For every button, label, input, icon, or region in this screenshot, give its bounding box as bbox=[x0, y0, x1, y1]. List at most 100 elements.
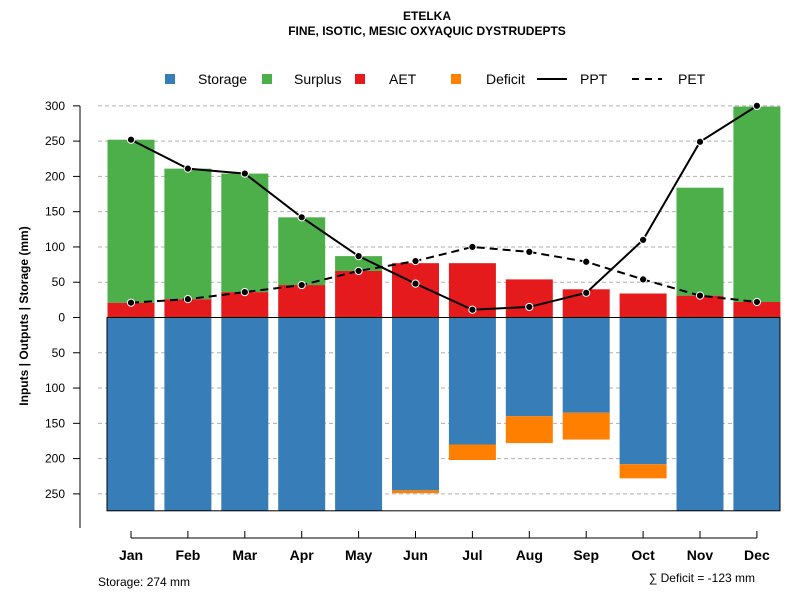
legend-label-pet: PET bbox=[678, 71, 706, 87]
ppt-point bbox=[752, 101, 762, 110]
pet-point bbox=[468, 242, 477, 252]
legend-label-storage: Storage bbox=[198, 71, 247, 87]
bar-storage bbox=[619, 317, 667, 465]
bar-storage bbox=[278, 317, 326, 511]
bar-surplus bbox=[676, 187, 724, 296]
bar-aet bbox=[505, 279, 553, 318]
x-tick-label-may: May bbox=[345, 547, 372, 563]
y-tick-label: 100 bbox=[45, 240, 65, 254]
pet-point bbox=[297, 280, 306, 290]
chart-title: ETELKA bbox=[403, 9, 451, 23]
ppt-point bbox=[695, 137, 705, 146]
bar-aet bbox=[619, 293, 667, 318]
bar-aet bbox=[335, 270, 383, 318]
y-tick-label: 50 bbox=[52, 275, 66, 289]
bar-deficit bbox=[619, 464, 667, 479]
pet-point bbox=[525, 247, 534, 256]
y-tick-label: 250 bbox=[45, 487, 65, 501]
bar-storage bbox=[505, 317, 553, 417]
y-tick-label: 150 bbox=[45, 205, 65, 219]
x-tick-label-jan: Jan bbox=[119, 547, 143, 563]
pet-point bbox=[354, 266, 363, 276]
legend-label-deficit: Deficit bbox=[486, 71, 525, 87]
bar-surplus bbox=[221, 173, 269, 293]
pet-point bbox=[752, 297, 762, 307]
pet-point bbox=[126, 298, 136, 307]
pet-line bbox=[130, 245, 758, 304]
axes: 0 50 100 150 200 250 300 50 100 150 200 250 Jan Feb Ma… bbox=[45, 99, 781, 563]
ppt-point bbox=[297, 213, 306, 222]
pet-point bbox=[695, 291, 705, 300]
lines bbox=[126, 101, 762, 314]
bar-storage bbox=[164, 317, 212, 511]
ppt-point bbox=[411, 279, 420, 288]
bar-storage bbox=[733, 317, 781, 511]
y-tick-label: 200 bbox=[45, 452, 65, 466]
bar-aet bbox=[221, 292, 269, 318]
y-tick-label: 300 bbox=[45, 99, 65, 113]
x-tick-label-sep: Sep bbox=[573, 547, 599, 563]
legend-label-surplus: Surplus bbox=[294, 71, 341, 87]
x-tick-label-jun: Jun bbox=[403, 547, 428, 563]
bar-storage bbox=[221, 317, 269, 511]
ppt-point bbox=[468, 305, 477, 314]
ppt-point bbox=[126, 135, 136, 144]
ppt-point bbox=[240, 169, 249, 178]
bar-aet bbox=[164, 299, 212, 318]
pet-point bbox=[183, 295, 192, 304]
bar-surplus bbox=[107, 139, 155, 303]
x-tick-label-aug: Aug bbox=[516, 547, 543, 563]
y-tick-label: 50 bbox=[52, 346, 66, 360]
ppt-point bbox=[525, 302, 534, 312]
ppt-point bbox=[639, 235, 648, 244]
footer-deficit: ∑ Deficit = -123 mm bbox=[649, 571, 755, 585]
bar-storage bbox=[676, 317, 724, 511]
x-tick-label-jul: Jul bbox=[462, 547, 482, 563]
chart-subtitle: FINE, ISOTIC, MESIC OXYAQUIC DYSTRUDEPTS bbox=[288, 24, 566, 38]
y-axis-label: Inputs | Outputs | Storage (mm) bbox=[17, 226, 31, 405]
bar-deficit bbox=[448, 444, 496, 461]
bar-surplus bbox=[733, 106, 781, 302]
pet-point bbox=[639, 275, 648, 284]
legend-swatch-storage bbox=[165, 74, 175, 84]
x-tick-label-feb: Feb bbox=[175, 547, 200, 563]
legend-swatch-deficit bbox=[451, 74, 461, 84]
x-tick-label-dec: Dec bbox=[744, 547, 770, 563]
bar-storage bbox=[392, 317, 439, 491]
y-tick-label: 0 bbox=[58, 311, 65, 325]
ppt-point bbox=[582, 288, 591, 297]
bar-storage bbox=[107, 317, 155, 511]
bars bbox=[107, 106, 781, 511]
ppt-point bbox=[354, 252, 363, 261]
bar-aet bbox=[676, 295, 724, 318]
bar-deficit bbox=[562, 412, 610, 440]
bar-aet bbox=[733, 301, 781, 318]
bar-deficit bbox=[505, 416, 553, 444]
legend-swatch-aet bbox=[355, 74, 365, 84]
bar-surplus bbox=[335, 256, 383, 271]
bar-surplus bbox=[164, 168, 212, 300]
legend-swatch-surplus bbox=[262, 74, 272, 84]
y-tick-label: 250 bbox=[45, 134, 65, 148]
y-tick-label: 150 bbox=[45, 416, 65, 430]
x-tick-label-nov: Nov bbox=[687, 547, 714, 563]
bar-aet bbox=[107, 302, 155, 318]
y-tick-label: 200 bbox=[45, 169, 65, 183]
bar-aet bbox=[278, 285, 326, 318]
pet-point bbox=[240, 288, 249, 297]
y-tick-label: 100 bbox=[45, 381, 65, 395]
legend-label-aet: AET bbox=[389, 71, 417, 87]
bar-storage bbox=[335, 317, 383, 511]
bar-storage bbox=[448, 317, 496, 445]
footer-storage: Storage: 274 mm bbox=[98, 575, 190, 589]
bar-deficit bbox=[392, 490, 439, 494]
x-tick-label-mar: Mar bbox=[232, 547, 257, 563]
x-tick-label-oct: Oct bbox=[631, 547, 655, 563]
legend-label-ppt: PPT bbox=[580, 71, 608, 87]
bar-storage bbox=[562, 317, 610, 413]
ppt-point bbox=[183, 164, 192, 173]
pet-point bbox=[411, 256, 420, 266]
ppt-line bbox=[130, 105, 758, 311]
legend: Storage Surplus AET Deficit PPT PET bbox=[165, 71, 706, 87]
